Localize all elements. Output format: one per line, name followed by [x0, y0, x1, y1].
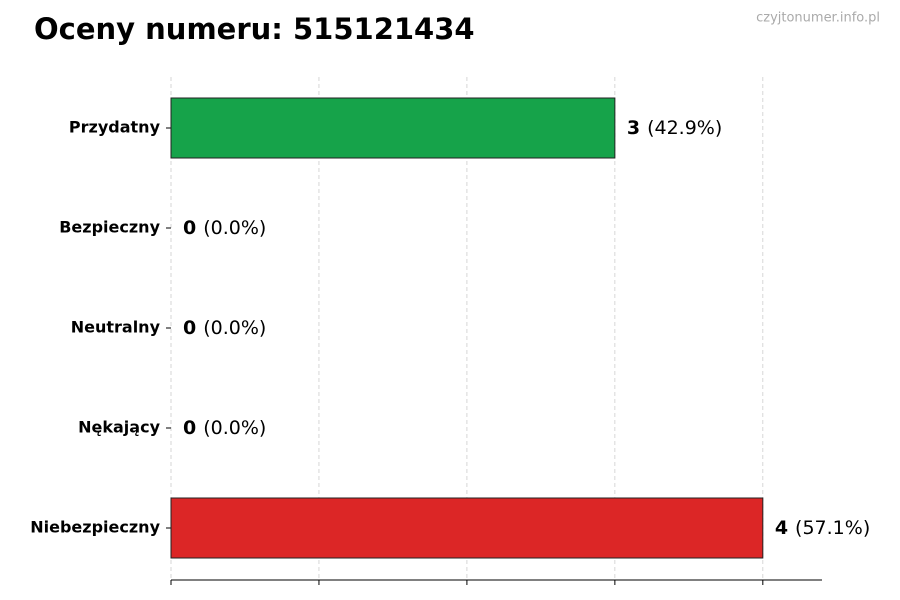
- y-tick-label: Niebezpieczny: [30, 518, 160, 537]
- value-share: (42.9%): [647, 117, 722, 139]
- y-tick-label: Neutralny: [71, 318, 161, 337]
- value-label: 0 (0.0%): [183, 217, 266, 239]
- chart-title: Oceny numeru: 515121434: [34, 12, 475, 46]
- bar: [170, 497, 764, 559]
- value-label: 0 (0.0%): [183, 317, 266, 339]
- watermark: czyjtonumer.info.pl: [756, 11, 880, 26]
- value-share: (0.0%): [203, 417, 266, 439]
- value-share: (57.1%): [795, 517, 870, 539]
- value-share: (0.0%): [203, 217, 266, 239]
- value-label: 0 (0.0%): [183, 417, 266, 439]
- value-count: 4: [775, 517, 788, 539]
- value-count: 3: [627, 117, 640, 139]
- value-count: 0: [183, 217, 196, 239]
- value-count: 0: [183, 317, 196, 339]
- y-tick-label: Przydatny: [69, 118, 161, 137]
- y-tick-label: Nękający: [78, 418, 160, 437]
- bar: [170, 97, 616, 159]
- y-tick-label: Bezpieczny: [59, 218, 160, 237]
- value-label: 4 (57.1%): [775, 517, 870, 539]
- value-count: 0: [183, 417, 196, 439]
- value-share: (0.0%): [203, 317, 266, 339]
- value-label: 3 (42.9%): [627, 117, 722, 139]
